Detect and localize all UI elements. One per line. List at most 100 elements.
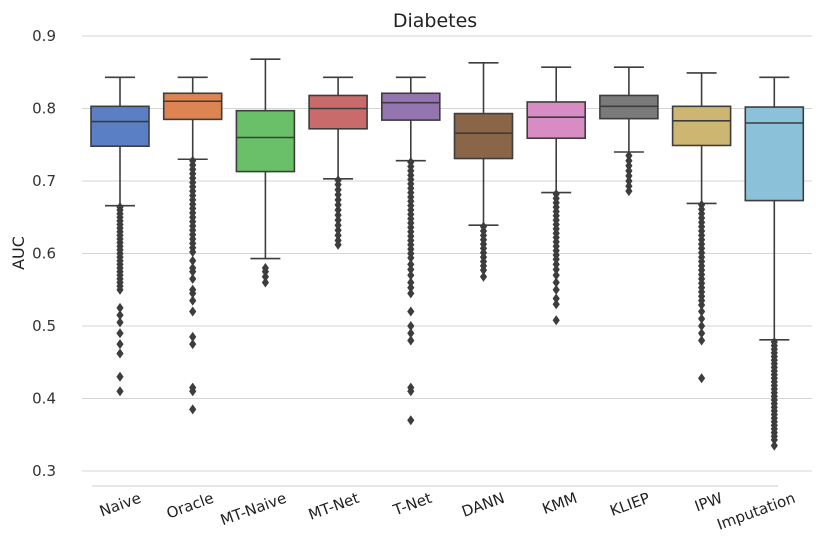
outlier-point xyxy=(189,306,197,317)
iqr-box xyxy=(308,94,368,130)
iqr-box xyxy=(235,109,296,173)
outlier-point xyxy=(189,404,197,415)
outlier-point xyxy=(334,205,342,215)
outlier-point xyxy=(116,302,124,313)
outlier-point xyxy=(625,165,633,176)
outlier-point xyxy=(407,306,415,317)
chart-title: Diabetes xyxy=(393,10,477,32)
x-tick-label-oracle: Oracle xyxy=(164,489,216,523)
outlier-point xyxy=(334,189,342,200)
x-tick-label-dann: DANN xyxy=(459,489,507,521)
outlier-point xyxy=(261,266,269,277)
outlier-point xyxy=(407,277,415,288)
box-kmm xyxy=(526,66,587,326)
outlier-point xyxy=(552,254,560,265)
x-tick-label-imputation: Imputation xyxy=(715,489,798,534)
outlier-point xyxy=(116,284,124,295)
iqr-box xyxy=(671,105,732,147)
y-tick-label: 0.9 xyxy=(32,27,56,45)
box-t-net xyxy=(380,76,441,426)
outlier-point xyxy=(116,328,124,339)
box-imputation xyxy=(744,76,805,451)
outlier-point xyxy=(189,255,197,266)
outlier-point xyxy=(407,264,415,275)
outlier-point xyxy=(189,331,197,342)
y-tick-label: 0.4 xyxy=(32,390,56,408)
outlier-point xyxy=(334,230,342,241)
iqr-box xyxy=(526,101,587,140)
outlier-point xyxy=(407,252,415,263)
outlier-point xyxy=(552,277,560,288)
outlier-point xyxy=(552,293,560,304)
outlier-point xyxy=(189,295,197,306)
box-mt-net xyxy=(308,76,368,250)
iqr-box xyxy=(162,92,223,121)
outlier-point xyxy=(407,259,415,270)
outlier-point xyxy=(407,288,415,299)
outlier-point xyxy=(334,210,342,221)
outlier-point xyxy=(116,339,124,350)
outlier-point xyxy=(407,328,415,339)
iqr-box xyxy=(90,105,150,147)
outlier-point xyxy=(334,215,342,226)
outlier-point xyxy=(479,271,488,282)
outlier-point xyxy=(479,265,488,276)
outlier-point xyxy=(698,299,706,310)
outlier-point xyxy=(116,348,124,359)
outlier-point xyxy=(116,310,124,321)
y-tick-label: 0.8 xyxy=(32,100,56,118)
outlier-point xyxy=(189,247,197,258)
y-tick-label: 0.7 xyxy=(32,172,56,190)
iqr-box xyxy=(380,92,441,121)
outlier-point xyxy=(625,176,633,186)
outlier-point xyxy=(552,259,560,270)
x-tick-labels: Naive Oracle MT-Naive MT-Net T-Net DANN KMM KLI… xyxy=(97,489,798,534)
y-tick-labels: 0.3 0.4 0.5 0.6 0.7 0.8 0.9 xyxy=(32,27,56,480)
outlier-point xyxy=(407,335,415,346)
y-tick-label: 0.5 xyxy=(32,317,56,335)
outlier-point xyxy=(334,194,342,205)
outlier-point xyxy=(552,264,560,275)
boxes xyxy=(90,58,805,451)
outlier-point xyxy=(261,277,269,288)
x-tick-label-mt-naive: MT-Naive xyxy=(218,489,289,529)
outlier-point xyxy=(698,373,706,384)
box-naive xyxy=(90,76,150,397)
x-tick-label-kmm: KMM xyxy=(540,489,580,518)
outlier-point xyxy=(698,321,706,331)
x-tick-label-naive: Naive xyxy=(97,489,143,521)
outlier-point xyxy=(625,181,633,192)
box-dann xyxy=(453,62,514,282)
outlier-point xyxy=(116,386,124,397)
outlier-point xyxy=(552,284,560,295)
outlier-point xyxy=(770,434,778,445)
outlier-point xyxy=(189,386,197,397)
outlier-point xyxy=(552,299,560,310)
outlier-point xyxy=(698,328,706,339)
outlier-point xyxy=(334,220,342,231)
outlier-point xyxy=(407,386,415,397)
box-ipw xyxy=(671,72,732,384)
outlier-point xyxy=(552,270,560,281)
box-oracle xyxy=(162,76,223,415)
outlier-point xyxy=(189,339,197,350)
outlier-point xyxy=(334,179,342,190)
x-tick-label-ipw: IPW xyxy=(692,489,725,516)
outlier-point xyxy=(189,288,197,299)
y-axis-label: AUC xyxy=(9,236,28,270)
outlier-point xyxy=(334,199,342,210)
outlier-point xyxy=(625,160,633,171)
outlier-point xyxy=(625,186,633,197)
outlier-point xyxy=(116,317,124,328)
x-tick-label-t-net: T-Net xyxy=(390,489,434,520)
outlier-point xyxy=(116,371,124,382)
outlier-point xyxy=(407,415,415,426)
outlier-point xyxy=(334,225,342,236)
outlier-point xyxy=(189,266,197,277)
outlier-point xyxy=(698,335,706,346)
x-tick-label-kliep: KLIEP xyxy=(607,489,652,520)
outlier-point xyxy=(189,273,197,284)
iqr-box xyxy=(744,106,805,202)
outlier-point xyxy=(625,150,633,161)
x-tick-label-mt-net: MT-Net xyxy=(306,489,362,524)
